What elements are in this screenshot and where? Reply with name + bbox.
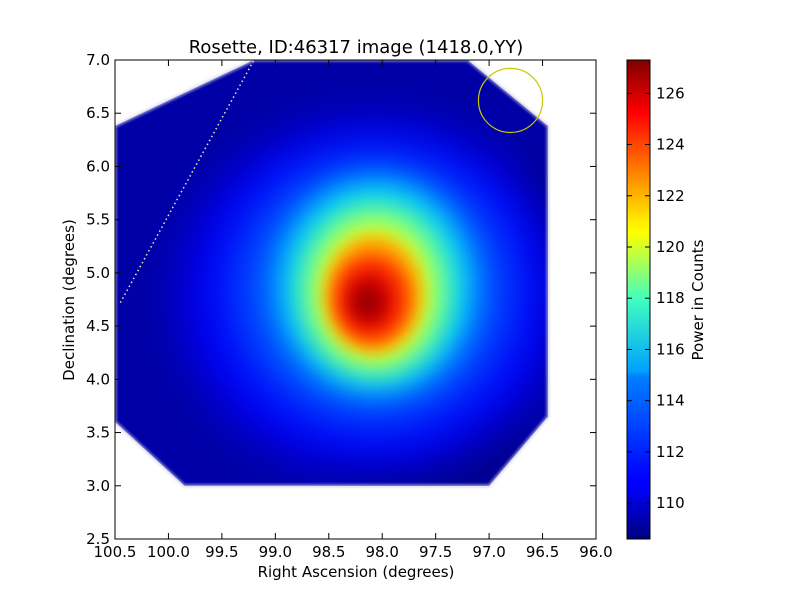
x-tick-label: 96.0 — [579, 543, 612, 561]
y-axis: 2.5 3.0 3.5 4.0 4.5 5.0 5.5 6.0 6.5 7.0 — [86, 51, 596, 548]
colorbar-tick-label: 118 — [656, 289, 685, 307]
x-tick-label: 98.0 — [366, 543, 399, 561]
x-tick-label: 100.0 — [147, 543, 190, 561]
heatmap-level-8 — [355, 288, 380, 317]
y-tick-label: 4.5 — [86, 317, 110, 335]
y-tick-label: 7.0 — [86, 51, 110, 69]
heatmap-image — [115, 60, 548, 486]
colorbar-tick-label: 126 — [656, 84, 685, 102]
y-tick-label: 4.0 — [86, 370, 110, 388]
colorbar-tick-label: 122 — [656, 187, 685, 205]
x-tick-label: 98.5 — [312, 543, 345, 561]
y-tick-label: 5.0 — [86, 264, 110, 282]
colorbar-tick-label: 112 — [656, 443, 685, 461]
plot-area — [115, 60, 596, 539]
y-tick-label: 5.5 — [86, 211, 110, 229]
colorbar-tick-label: 120 — [656, 238, 685, 256]
x-tick-label: 96.5 — [526, 543, 559, 561]
x-axis-label: Right Ascension (degrees) — [258, 563, 455, 581]
y-tick-label: 3.0 — [86, 477, 110, 495]
plot-frame — [114, 59, 597, 540]
y-tick-label: 6.5 — [86, 104, 110, 122]
colorbar: 110 112 114 116 118 120 122 124 126 Power in Cou… — [626, 59, 707, 540]
x-tick-label: 99.5 — [205, 543, 238, 561]
x-tick-label: 100.5 — [94, 543, 137, 561]
colorbar-label: Power in Counts — [689, 239, 707, 360]
colorbar-tick-label: 116 — [656, 340, 685, 358]
y-axis-label: Declination (degrees) — [60, 219, 78, 381]
x-tick-label: 97.0 — [472, 543, 505, 561]
y-tick-label: 6.0 — [86, 157, 110, 175]
colorbar-tick-label: 110 — [656, 494, 685, 512]
y-tick-label: 3.5 — [86, 424, 110, 442]
chart-title: Rosette, ID:46317 image (1418.0,YY) — [189, 37, 524, 58]
x-tick-label: 97.5 — [419, 543, 452, 561]
coverage-edge — [115, 60, 550, 488]
beam-circle-marker — [477, 67, 544, 134]
y-tick-label: 2.5 — [86, 530, 110, 548]
colorbar-ticks: 110 112 114 116 118 120 122 124 126 — [627, 84, 685, 512]
x-tick-label: 99.0 — [259, 543, 292, 561]
colorbar-tick-label: 124 — [656, 136, 685, 154]
colorbar-frame — [626, 59, 651, 540]
dotted-track-line — [119, 60, 255, 304]
colorbar-gradient — [627, 60, 650, 539]
x-axis: 100.5 100.0 99.5 99.0 98.5 98.0 97.5 97.0 96.5 96… — [94, 60, 613, 561]
colorbar-tick-label: 114 — [656, 392, 685, 410]
